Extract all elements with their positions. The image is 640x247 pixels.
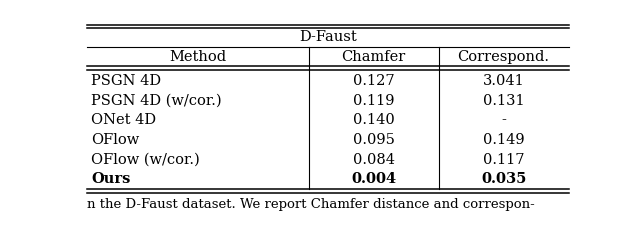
Text: 0.084: 0.084 — [353, 153, 395, 167]
Text: 0.149: 0.149 — [483, 133, 524, 147]
Text: OFlow (w/cor.): OFlow (w/cor.) — [92, 153, 200, 167]
Text: OFlow: OFlow — [92, 133, 140, 147]
Text: Method: Method — [170, 50, 227, 64]
Text: D-Faust: D-Faust — [299, 30, 357, 44]
Text: 3.041: 3.041 — [483, 74, 525, 88]
Text: 0.119: 0.119 — [353, 94, 394, 108]
Text: 0.140: 0.140 — [353, 113, 395, 127]
Text: 0.004: 0.004 — [351, 172, 396, 186]
Text: 0.035: 0.035 — [481, 172, 526, 186]
Text: 0.127: 0.127 — [353, 74, 394, 88]
Text: Correspond.: Correspond. — [458, 50, 550, 64]
Text: 0.131: 0.131 — [483, 94, 524, 108]
Text: ONet 4D: ONet 4D — [92, 113, 157, 127]
Text: Chamfer: Chamfer — [342, 50, 406, 64]
Text: 0.117: 0.117 — [483, 153, 524, 167]
Text: PSGN 4D (w/cor.): PSGN 4D (w/cor.) — [92, 94, 222, 108]
Text: Ours: Ours — [92, 172, 131, 186]
Text: 0.095: 0.095 — [353, 133, 395, 147]
Text: -: - — [501, 113, 506, 127]
Text: n the D-Faust dataset. We report Chamfer distance and correspon-: n the D-Faust dataset. We report Chamfer… — [88, 198, 535, 211]
Text: PSGN 4D: PSGN 4D — [92, 74, 161, 88]
